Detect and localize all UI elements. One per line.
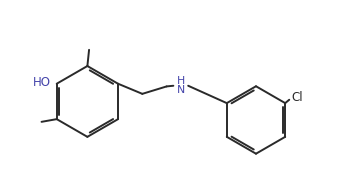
- Text: Cl: Cl: [291, 91, 303, 104]
- Text: HO: HO: [33, 76, 51, 89]
- Text: H
N: H N: [177, 76, 185, 95]
